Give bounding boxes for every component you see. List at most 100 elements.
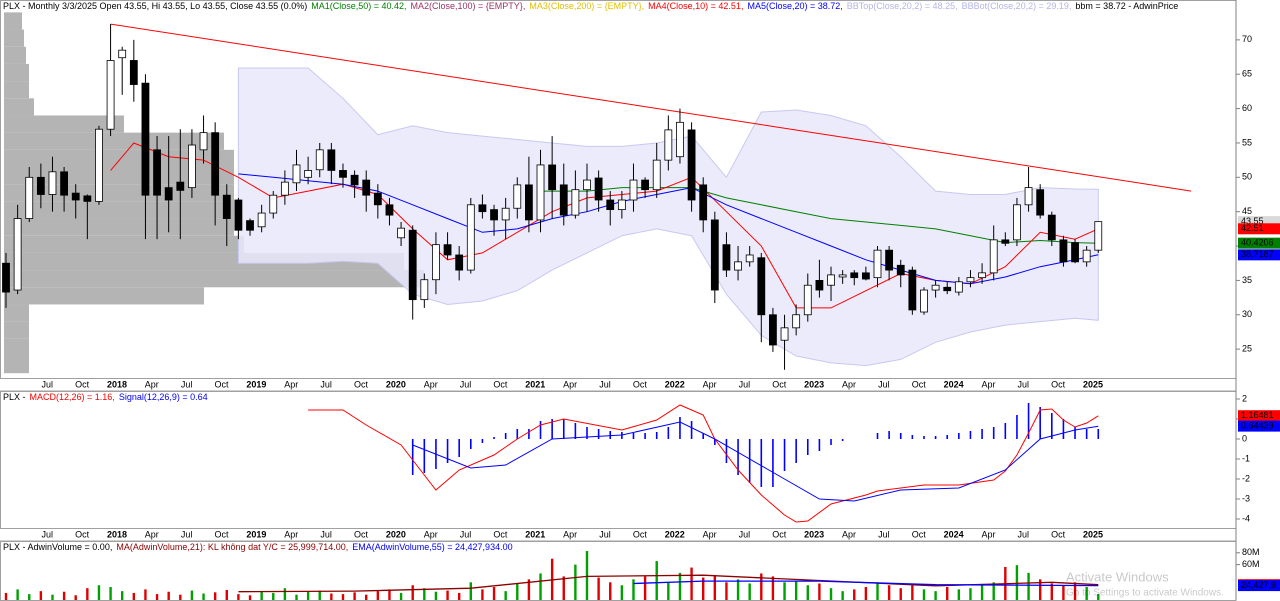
volume-bar — [911, 583, 914, 600]
x-tick-label: Jul — [739, 529, 751, 539]
volume-bar — [97, 585, 101, 600]
indicator-line — [412, 421, 1099, 502]
volume-bar — [794, 581, 798, 600]
candle-body — [1013, 204, 1021, 241]
y-tick-label: 25 — [1242, 344, 1252, 354]
volume-bar — [376, 591, 380, 600]
candle-body — [583, 179, 591, 191]
x-tick-label: Apr — [424, 529, 438, 539]
x-tick-label: Oct — [633, 379, 648, 389]
y-tick-label: 50 — [1242, 172, 1252, 182]
candle-body — [95, 128, 103, 202]
candle-body — [1094, 221, 1103, 251]
candle-body — [676, 121, 684, 158]
x-tick-label: Jul — [878, 529, 890, 539]
x-tick-label: Jul — [878, 379, 890, 389]
candle-body — [1036, 189, 1045, 216]
candle-body — [513, 184, 522, 209]
candle-body — [420, 279, 429, 301]
volume-profile-bar — [4, 98, 34, 116]
volume-profile-bar — [4, 304, 29, 322]
volume-bar — [283, 588, 287, 600]
volume-bar — [702, 577, 705, 600]
volume-bar — [760, 573, 763, 600]
volume-bar — [574, 564, 577, 600]
y-tick-label: 35 — [1242, 275, 1252, 285]
candle-body — [978, 272, 986, 279]
volume-bar — [748, 583, 751, 600]
candle-body — [1082, 249, 1091, 263]
volume-bar — [1038, 579, 1042, 600]
candle-body — [327, 149, 336, 171]
volume-bar — [1097, 594, 1100, 600]
x-tick-label: 2025 — [1083, 379, 1103, 389]
x-tick-label: Apr — [284, 379, 298, 389]
x-tick-label: Oct — [1051, 529, 1066, 539]
volume-bar — [1015, 565, 1019, 600]
candle-body — [118, 49, 127, 59]
volume-bar — [155, 594, 159, 600]
x-tick-label: 2025 — [1083, 529, 1103, 539]
volume-profile-bar — [4, 235, 244, 253]
x-tick-label: Apr — [145, 379, 159, 389]
candle-body — [25, 176, 34, 219]
x-tick-label: Oct — [912, 379, 927, 389]
volume-bar — [678, 572, 682, 600]
volume-profile-bar — [4, 287, 204, 305]
candle-body — [350, 174, 359, 186]
volume-bar — [272, 592, 275, 600]
volume-profile-bar — [4, 12, 22, 30]
value-tag — [1238, 249, 1280, 261]
bollinger-band — [237, 67, 1099, 367]
x-tick-label: 2022 — [665, 379, 685, 389]
volume-bar — [969, 588, 972, 600]
volume-bar — [306, 591, 310, 600]
volume-bar — [806, 585, 809, 600]
volume-bar — [481, 589, 484, 600]
volume-bar — [899, 588, 902, 600]
volume-bar — [829, 588, 833, 600]
volume-profile-bar — [4, 46, 26, 64]
volume-profile-bar — [4, 81, 29, 99]
x-tick-label: Apr — [703, 529, 717, 539]
x-tick-label: Jul — [599, 379, 611, 389]
x-tick-label: Jul — [320, 529, 332, 539]
candle-body — [548, 164, 557, 191]
legend-entry: bbm = 38.72 - AdwinPrice — [1075, 1, 1178, 11]
x-tick-label: Apr — [981, 379, 995, 389]
y-tick-label: 2 — [1242, 393, 1247, 403]
x-tick-label: Apr — [424, 379, 438, 389]
x-tick-label: Oct — [75, 379, 90, 389]
legend-entry: BBBot(Close,20,2) = 29.19, — [962, 1, 1072, 11]
candle-body — [106, 60, 115, 130]
candle-body — [803, 284, 812, 316]
candle-body — [234, 199, 243, 231]
y-tick-label: -1 — [1242, 453, 1250, 463]
candle-body — [757, 257, 766, 316]
volume-bar — [725, 582, 728, 600]
candle-body — [2, 262, 10, 293]
x-tick-label: Jul — [41, 379, 53, 389]
volume-bar — [190, 590, 194, 600]
candle-body — [408, 229, 417, 301]
volume-bar — [1085, 587, 1088, 600]
x-tick-label: 2023 — [804, 529, 824, 539]
candle-body — [896, 264, 905, 276]
x-tick-label: Apr — [563, 529, 577, 539]
legend-entry: PLX - Monthly 3/3/2025 Open 43.55, Hi 43… — [3, 1, 307, 11]
value-tag — [1238, 580, 1280, 592]
volume-profile-bar — [4, 63, 29, 82]
volume-bar — [388, 589, 391, 600]
volume-bar — [771, 576, 775, 600]
legend-entry: MA4(Close,10) = 42.51, — [648, 1, 743, 11]
x-tick-label: Apr — [145, 529, 159, 539]
candle-body — [989, 239, 998, 274]
volume-profile-bar — [4, 321, 29, 339]
volume-bar — [39, 591, 43, 600]
candle-body — [536, 164, 545, 221]
volume-profile-bar — [4, 201, 234, 219]
legend-entry: Signal(12,26,9) = 0.64 — [119, 392, 208, 402]
legend-entry: PLX - — [3, 392, 26, 402]
x-tick-label: Oct — [215, 529, 230, 539]
